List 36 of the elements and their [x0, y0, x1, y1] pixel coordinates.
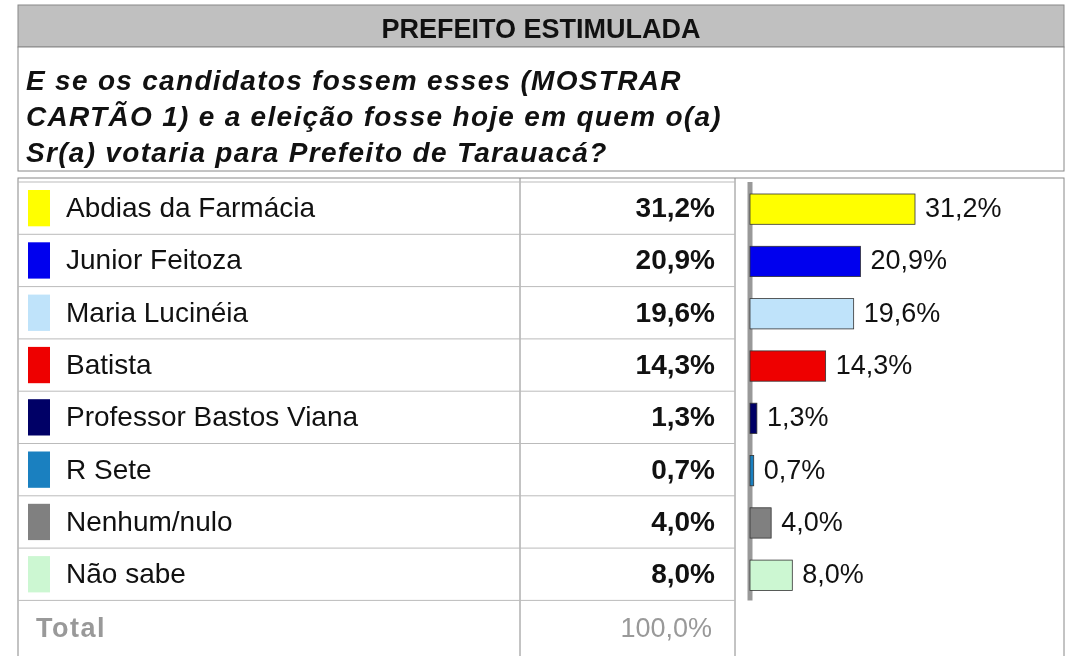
bar [749, 245, 861, 277]
data-label: 20,9% [635, 244, 716, 276]
text: E se os candidatos fossem esses (MOSTRAR CARTÃO 1) e a eleição fosse hoje em quem o(a) Sr(a) votaria para Prefeito de Tarauacá? [26, 65, 722, 168]
y-tick-label: Batista [66, 348, 153, 380]
y-tick-label: Junior Feitoza [66, 244, 243, 276]
text: 19,6% [863, 297, 941, 328]
text: 100,0% [620, 613, 712, 644]
data-label: 8,0% [651, 558, 716, 590]
data-label: 19,6% [635, 296, 716, 328]
bar [749, 507, 772, 539]
bar [749, 350, 827, 382]
bar [749, 402, 758, 434]
text: 14,3% [835, 349, 913, 380]
text: 1,3% [766, 402, 829, 433]
text: Total [36, 613, 106, 644]
bar [749, 298, 855, 330]
y-tick-label: R Sete [66, 453, 152, 485]
data-label: 31,2% [635, 192, 716, 223]
y-tick-label: Nenhum/nulo [66, 505, 233, 537]
y-tick-label: Não sabe [66, 558, 186, 590]
y-tick-label: Professor Bastos Viana [66, 401, 359, 433]
data-label: 4,0% [651, 505, 716, 537]
y-tick-label: Abdias da Farmácia [66, 192, 316, 223]
data-label: 0,7% [651, 453, 716, 485]
text: 20,9% [870, 245, 948, 276]
bar [749, 559, 793, 591]
text: 4,0% [781, 506, 843, 537]
bar [749, 455, 755, 487]
y-tick-label: Maria Lucinéia [66, 296, 249, 328]
chart-title: PREFEITO ESTIMULADA [381, 14, 701, 44]
data-label: 14,3% [635, 348, 716, 380]
bar [749, 193, 916, 225]
text: 31,2% [925, 193, 1002, 223]
data-label: 1,3% [651, 401, 716, 433]
text: 0,7% [763, 454, 826, 485]
text: 8,0% [802, 559, 864, 590]
